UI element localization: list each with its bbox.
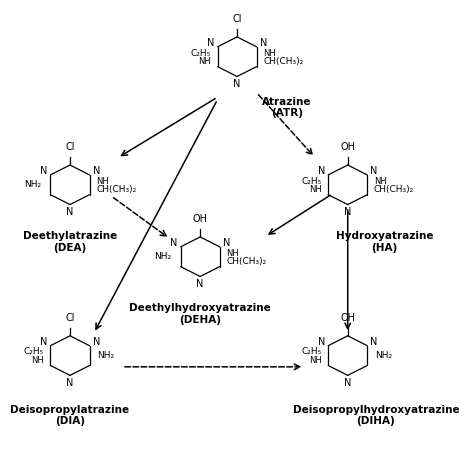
- Text: NH: NH: [263, 49, 276, 58]
- Text: N: N: [92, 167, 100, 177]
- Text: N: N: [318, 167, 325, 177]
- Text: NH: NH: [96, 177, 109, 186]
- Text: (DEA): (DEA): [54, 243, 87, 253]
- Text: CH(CH₃)₂: CH(CH₃)₂: [263, 57, 303, 66]
- Text: C₂H₅: C₂H₅: [301, 348, 322, 357]
- Text: Deethylhydroxyatrazine: Deethylhydroxyatrazine: [129, 303, 271, 313]
- Text: Cl: Cl: [65, 313, 75, 323]
- Text: N: N: [370, 167, 378, 177]
- Text: NH₂: NH₂: [97, 351, 115, 360]
- Text: Deisopropylatrazine: Deisopropylatrazine: [10, 404, 129, 415]
- Text: CH(CH₃)₂: CH(CH₃)₂: [226, 257, 266, 266]
- Text: N: N: [233, 79, 241, 89]
- Text: NH₂: NH₂: [154, 252, 171, 261]
- Text: N: N: [207, 38, 214, 48]
- Text: CH(CH₃)₂: CH(CH₃)₂: [96, 185, 137, 194]
- Text: N: N: [260, 38, 267, 48]
- Text: NH: NH: [309, 356, 322, 364]
- Text: Cl: Cl: [65, 142, 75, 152]
- Text: CH(CH₃)₂: CH(CH₃)₂: [374, 185, 414, 194]
- Text: N: N: [344, 378, 351, 388]
- Text: NH: NH: [31, 356, 44, 364]
- Text: N: N: [318, 337, 325, 347]
- Text: (DEHA): (DEHA): [179, 315, 221, 324]
- Text: OH: OH: [340, 313, 355, 323]
- Text: (DIHA): (DIHA): [356, 416, 395, 426]
- Text: NH: NH: [309, 185, 322, 194]
- Text: OH: OH: [340, 142, 355, 152]
- Text: C₂H₅: C₂H₅: [191, 49, 211, 58]
- Text: N: N: [66, 378, 73, 388]
- Text: C₂H₅: C₂H₅: [301, 177, 322, 186]
- Text: N: N: [40, 167, 47, 177]
- Text: N: N: [170, 238, 178, 248]
- Text: Deisopropylhydroxyatrazine: Deisopropylhydroxyatrazine: [292, 404, 459, 415]
- Text: Cl: Cl: [232, 15, 242, 25]
- Text: N: N: [197, 278, 204, 288]
- Text: NH: NH: [374, 177, 386, 186]
- Text: N: N: [223, 238, 230, 248]
- Text: N: N: [370, 337, 378, 347]
- Text: NH₂: NH₂: [375, 351, 392, 360]
- Text: C₂H₅: C₂H₅: [24, 348, 44, 357]
- Text: Atrazine: Atrazine: [262, 96, 312, 106]
- Text: N: N: [66, 207, 73, 217]
- Text: (HA): (HA): [372, 243, 398, 253]
- Text: (DIA): (DIA): [55, 416, 85, 426]
- Text: N: N: [344, 207, 351, 217]
- Text: NH: NH: [198, 57, 211, 66]
- Text: Hydroxyatrazine: Hydroxyatrazine: [336, 232, 433, 242]
- Text: (ATR): (ATR): [271, 108, 303, 118]
- Text: N: N: [92, 337, 100, 347]
- Text: N: N: [40, 337, 47, 347]
- Text: OH: OH: [192, 214, 208, 224]
- Text: Deethylatrazine: Deethylatrazine: [23, 232, 117, 242]
- Text: NH₂: NH₂: [24, 180, 41, 189]
- Text: NH: NH: [226, 248, 239, 258]
